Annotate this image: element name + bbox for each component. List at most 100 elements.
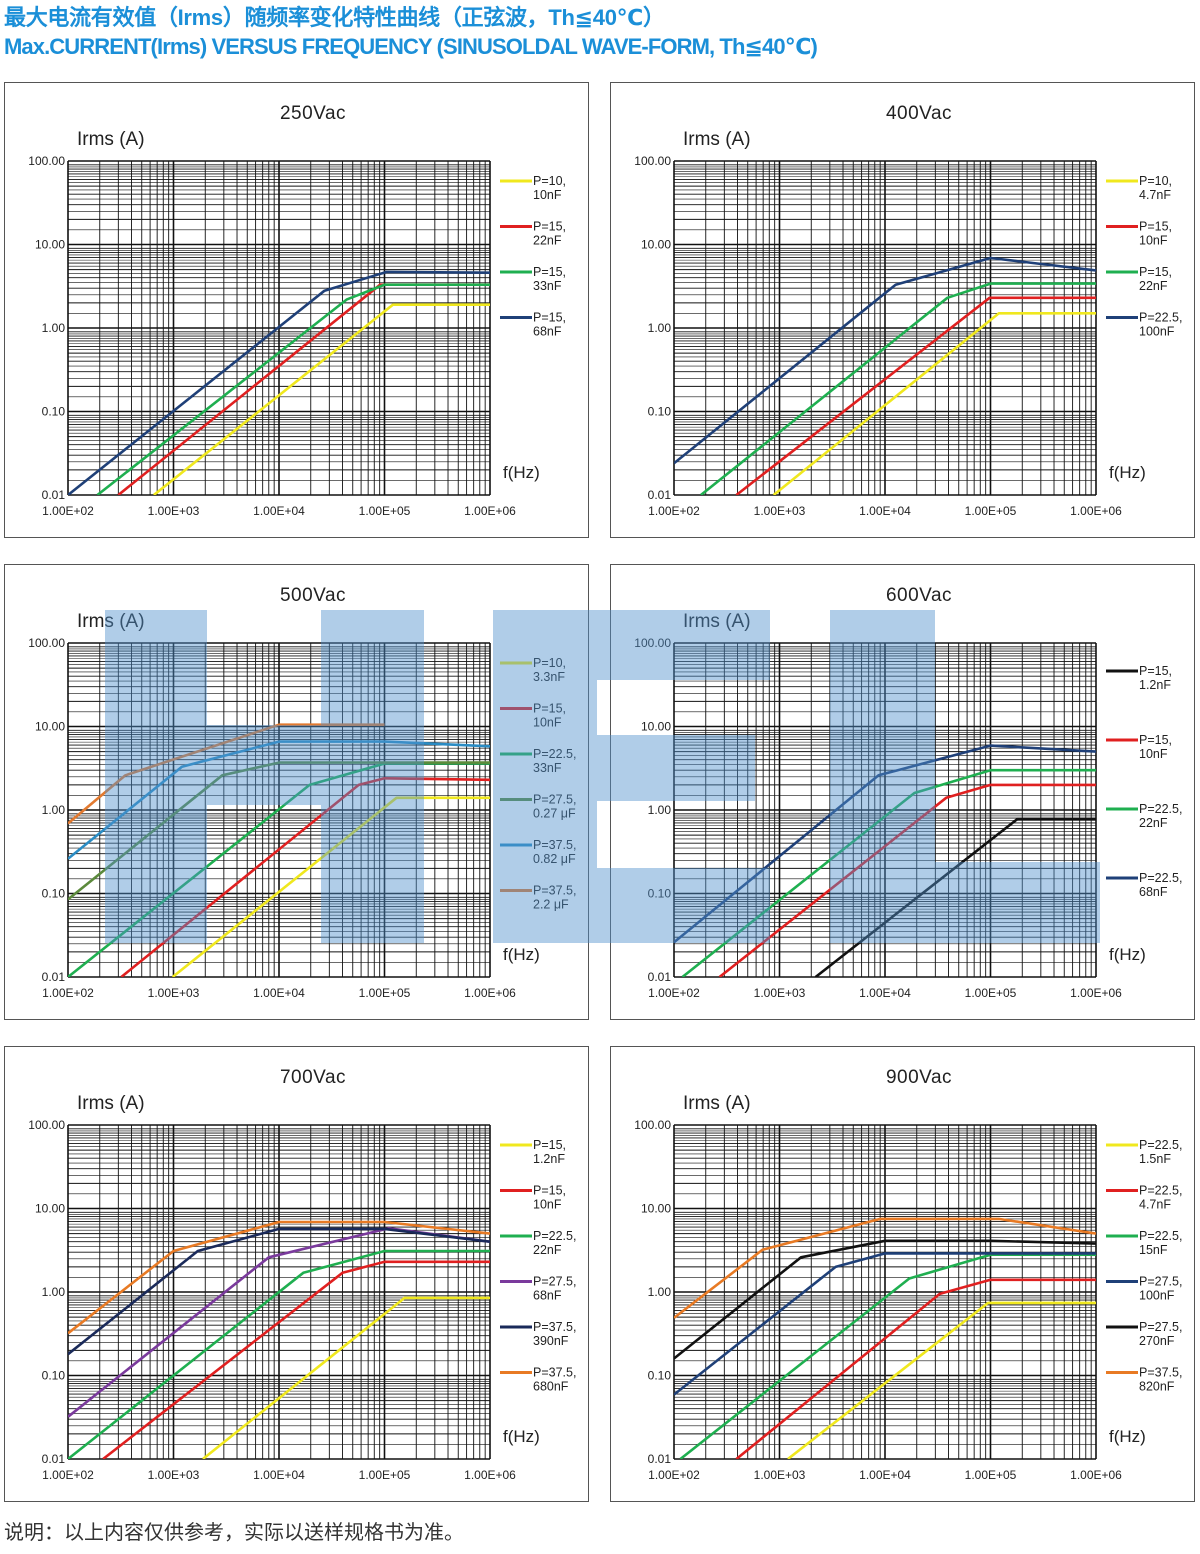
y-tick-label: 100.00 [634, 154, 671, 168]
y-tick-label: 0.01 [648, 1452, 672, 1466]
x-tick-label: 1.00E+05 [359, 986, 411, 1000]
x-tick-label: 1.00E+04 [859, 1468, 911, 1482]
legend-label: 22nF [533, 1243, 562, 1257]
legend-label: P=22.5, [1139, 311, 1182, 325]
series-line [679, 1253, 1096, 1459]
x-tick-label: 1.00E+04 [859, 986, 911, 1000]
y-tick-label: 1.00 [42, 803, 66, 817]
series-line [674, 256, 1096, 465]
x-tick-label: 1.00E+02 [42, 1468, 94, 1482]
x-tick-label: 1.00E+05 [359, 504, 411, 518]
series-line [674, 744, 1096, 944]
x-tick-label: 1.00E+03 [148, 1468, 200, 1482]
legend-label: 33nF [533, 279, 562, 293]
y-tick-label: 0.01 [42, 970, 66, 984]
series-group [674, 744, 1096, 977]
series-line [674, 1252, 1096, 1396]
legend-label: P=22.5, [1139, 802, 1182, 816]
legend-label: 100nF [1139, 1289, 1175, 1303]
y-tick-label: 10.00 [35, 238, 65, 252]
legend-label: P=15, [533, 265, 566, 279]
y-tick-label: 100.00 [28, 636, 65, 650]
y-tick-label: 0.01 [648, 488, 672, 502]
y-tick-label: 100.00 [28, 1118, 65, 1132]
y-axis-label: Irms (A) [77, 129, 145, 150]
series-line [735, 296, 1096, 495]
legend-label: 3.3nF [533, 670, 565, 684]
legend-label: P=27.5, [533, 793, 576, 807]
legend-label: P=10, [533, 656, 566, 670]
chart-title: 600Vac [886, 585, 952, 606]
series-line [681, 768, 1096, 977]
footer-note: 说明：以上内容仅供参考，实际以送样规格书为准。 [4, 1522, 464, 1544]
chart-svg: 100.00 10.00 1.00 0.10 0.01 1.00E+02 1.00E+03 1… [634, 103, 1182, 518]
legend-label: 10nF [1139, 234, 1168, 248]
legend-label: 68nF [1139, 885, 1168, 899]
legend-label: P=22.5, [533, 747, 576, 761]
series-line [772, 312, 1096, 495]
x-tick-label: 1.00E+03 [754, 986, 806, 1000]
legend-label: P=22.5, [533, 1229, 576, 1243]
series-line [202, 1296, 490, 1459]
x-tick-label: 1.00E+06 [1070, 986, 1122, 1000]
legend-label: 1.5nF [1139, 1152, 1171, 1166]
legend-label: P=15, [1139, 733, 1172, 747]
chart-title: 900Vac [886, 1067, 952, 1088]
x-tick-label: 1.00E+03 [754, 1468, 806, 1482]
legend-label: P=10, [533, 174, 566, 188]
series-line [787, 1301, 1096, 1459]
y-tick-label: 0.01 [42, 1452, 66, 1466]
y-tick-label: 10.00 [641, 720, 671, 734]
chart-panel-700vac: 100.00 10.00 1.00 0.10 0.01 1.00E+02 1.00E+03 1… [4, 1046, 589, 1502]
chart-title: 700Vac [280, 1067, 346, 1088]
x-tick-label: 1.00E+05 [965, 1468, 1017, 1482]
series-group [68, 723, 490, 977]
series-line [152, 303, 490, 495]
x-tick-label: 1.00E+02 [42, 504, 94, 518]
x-tick-label: 1.00E+03 [754, 504, 806, 518]
grid [673, 642, 1097, 978]
legend-label: P=37.5, [533, 1366, 576, 1380]
legend-label: 15nF [1139, 1243, 1168, 1257]
y-tick-label: 0.10 [42, 405, 66, 419]
chart-panel-250vac: 100.00 10.00 1.00 0.10 0.01 1.00E+02 1.00E+03 1… [4, 82, 589, 538]
legend-label: P=22.5, [1139, 1184, 1182, 1198]
x-tick-label: 1.00E+02 [648, 986, 700, 1000]
legend-label: 1.2nF [1139, 678, 1171, 692]
legend-label: 10nF [533, 188, 562, 202]
series-line [171, 796, 490, 977]
x-tick-label: 1.00E+06 [464, 1468, 516, 1482]
series-line [68, 723, 385, 825]
chart-svg: 100.00 10.00 1.00 0.10 0.01 1.00E+02 1.00E+03 1… [634, 1067, 1182, 1482]
legend-label: P=10, [1139, 174, 1172, 188]
legend-label: 270nF [1139, 1334, 1175, 1348]
chart-panel-600vac: 100.00 10.00 1.00 0.10 0.01 1.00E+02 1.00E+03 1… [610, 564, 1195, 1020]
series-group [68, 270, 490, 495]
y-tick-label: 1.00 [648, 1285, 672, 1299]
series-line [68, 270, 490, 495]
legend-label: 68nF [533, 325, 562, 339]
legend-label: 820nF [1139, 1380, 1175, 1394]
legend-label: 4.7nF [1139, 1198, 1171, 1212]
legend-label: P=15, [533, 220, 566, 234]
chart-svg: 100.00 10.00 1.00 0.10 0.01 1.00E+02 1.00E+03 1… [634, 585, 1182, 1000]
y-tick-label: 0.01 [648, 970, 672, 984]
y-tick-label: 0.10 [42, 1369, 66, 1383]
x-tick-label: 1.00E+05 [965, 986, 1017, 1000]
y-tick-label: 10.00 [641, 238, 671, 252]
y-tick-label: 1.00 [42, 1285, 66, 1299]
legend-label: P=15, [1139, 664, 1172, 678]
y-tick-label: 1.00 [648, 321, 672, 335]
series-group [68, 1220, 490, 1459]
chart-svg: 100.00 10.00 1.00 0.10 0.01 1.00E+02 1.00E+03 1… [28, 1067, 576, 1482]
series-line [735, 1278, 1096, 1459]
title-english: Max.CURRENT(Irms) VERSUS FREQUENCY (SINU… [4, 34, 818, 59]
legend-label: 2.2 μF [533, 898, 569, 912]
legend-label: P=22.5, [1139, 871, 1182, 885]
y-tick-label: 1.00 [42, 321, 66, 335]
y-tick-label: 0.10 [648, 1369, 672, 1383]
x-tick-label: 1.00E+06 [1070, 1468, 1122, 1482]
x-axis-label: f(Hz) [503, 1427, 540, 1446]
series-line [718, 783, 1096, 977]
chart-panel-400vac: 100.00 10.00 1.00 0.10 0.01 1.00E+02 1.00E+03 1… [610, 82, 1195, 538]
